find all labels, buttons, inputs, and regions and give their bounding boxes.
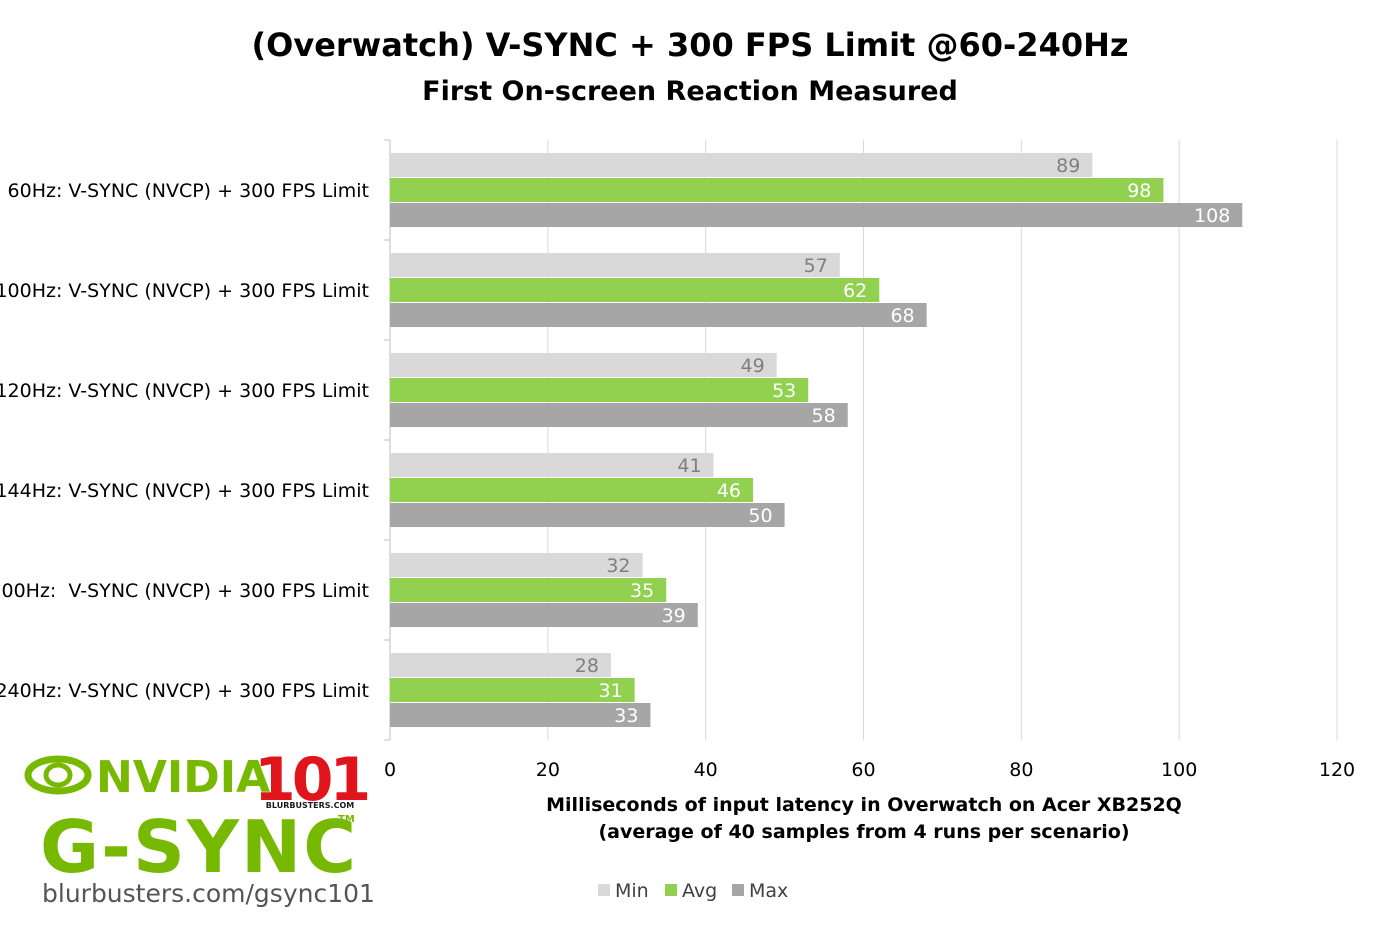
nvidia-eye-icon <box>24 755 92 795</box>
legend-label-min: Min <box>615 880 649 902</box>
data-label-max: 68 <box>890 305 914 327</box>
bar-min <box>390 153 1093 177</box>
bar-max <box>390 403 848 427</box>
nvidia-gsync-logo: NVIDIA 101 BLURBUSTERS.COM G-SYNC TM blu… <box>24 745 375 908</box>
x-tick-label: 20 <box>536 759 560 781</box>
x-axis-subtitle: (average of 40 samples from 4 runs per s… <box>598 821 1129 843</box>
x-tick-label: 60 <box>851 759 875 781</box>
category-label: 60Hz: V-SYNC (NVCP) + 300 FPS Limit <box>8 180 369 202</box>
data-label-avg: 53 <box>772 380 796 402</box>
logo-url: blurbusters.com/gsync101 <box>42 879 375 908</box>
bar-max <box>390 203 1243 227</box>
bar-avg <box>390 178 1164 202</box>
data-label-max: 50 <box>748 505 772 527</box>
x-tick-label: 40 <box>694 759 718 781</box>
chart-subtitle: First On-screen Reaction Measured <box>422 76 958 107</box>
logo-brand: NVIDIA <box>96 752 270 803</box>
logo-tm: TM <box>338 814 355 825</box>
data-label-min: 28 <box>575 655 599 677</box>
x-tick-label: 100 <box>1161 759 1197 781</box>
data-label-avg: 46 <box>717 480 741 502</box>
x-tick-label: 0 <box>384 759 396 781</box>
data-label-max: 58 <box>812 405 836 427</box>
gridlines <box>384 139 1338 741</box>
bar-min <box>390 653 611 677</box>
bar-min <box>390 253 840 277</box>
data-label-max: 33 <box>614 705 638 727</box>
bar-min <box>390 453 714 477</box>
category-label: 200Hz: V-SYNC (NVCP) + 300 FPS Limit <box>0 580 369 602</box>
data-label-min: 41 <box>677 455 701 477</box>
bar-max <box>390 603 698 627</box>
bar-avg <box>390 678 635 702</box>
data-label-min: 49 <box>741 355 765 377</box>
category-label: 144Hz: V-SYNC (NVCP) + 300 FPS Limit <box>0 480 369 502</box>
legend-swatch-min <box>598 884 610 896</box>
data-label-avg: 62 <box>843 280 867 302</box>
logo-badge-number: 101 <box>254 745 367 815</box>
x-tick-label: 80 <box>1009 759 1033 781</box>
data-label-avg: 35 <box>630 580 654 602</box>
logo-product: G-SYNC <box>40 805 358 889</box>
logo-badge-site: BLURBUSTERS.COM <box>266 801 354 810</box>
bar-max <box>390 503 785 527</box>
x-tick-label: 120 <box>1319 759 1355 781</box>
legend-swatch-avg <box>665 884 677 896</box>
category-labels: 60Hz: V-SYNC (NVCP) + 300 FPS Limit 100Hz… <box>0 180 369 702</box>
data-label-min: 57 <box>804 255 828 277</box>
data-label-min: 89 <box>1056 155 1080 177</box>
bar-avg <box>390 278 880 302</box>
bar-max <box>390 703 651 727</box>
data-label-avg: 31 <box>598 680 622 702</box>
legend-label-avg: Avg <box>682 880 717 902</box>
x-axis-title: Milliseconds of input latency in Overwat… <box>546 794 1182 816</box>
legend-swatch-max <box>732 884 744 896</box>
bar-min <box>390 353 777 377</box>
data-label-max: 39 <box>662 605 686 627</box>
data-label-min: 32 <box>606 555 630 577</box>
chart-title: (Overwatch) V-SYNC + 300 FPS Limit @60-2… <box>252 26 1129 64</box>
category-label: 100Hz: V-SYNC (NVCP) + 300 FPS Limit <box>0 280 369 302</box>
category-label: 120Hz: V-SYNC (NVCP) + 300 FPS Limit <box>0 380 369 402</box>
legend: Min Avg Max <box>598 880 788 902</box>
bar-avg <box>390 578 667 602</box>
data-label-max: 108 <box>1194 205 1230 227</box>
bar-avg <box>390 478 754 502</box>
legend-label-max: Max <box>749 880 788 902</box>
bar-max <box>390 303 927 327</box>
data-label-avg: 98 <box>1127 180 1151 202</box>
bar-avg <box>390 378 809 402</box>
x-tick-labels: 0 20 40 60 80 100 120 <box>384 759 1355 781</box>
category-label: 240Hz: V-SYNC (NVCP) + 300 FPS Limit <box>0 680 369 702</box>
bar-min <box>390 553 643 577</box>
